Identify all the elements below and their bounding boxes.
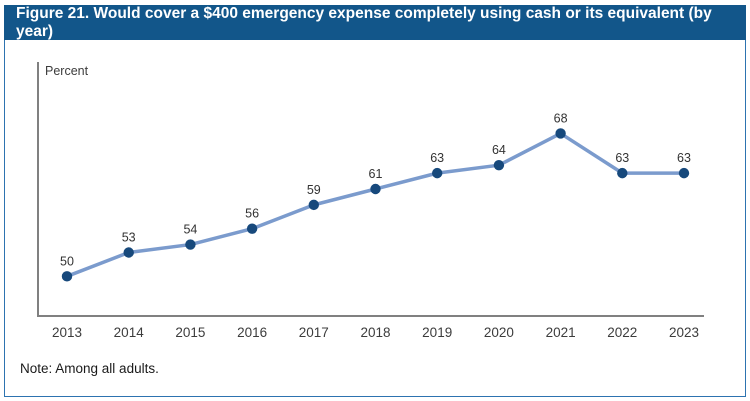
figure-title: Figure 21. Would cover a $400 emergency … — [16, 5, 712, 40]
figure-title-bar: Figure 21. Would cover a $400 emergency … — [4, 5, 746, 40]
figure-note: Note: Among all adults. — [20, 361, 159, 376]
figure-frame — [4, 5, 746, 397]
